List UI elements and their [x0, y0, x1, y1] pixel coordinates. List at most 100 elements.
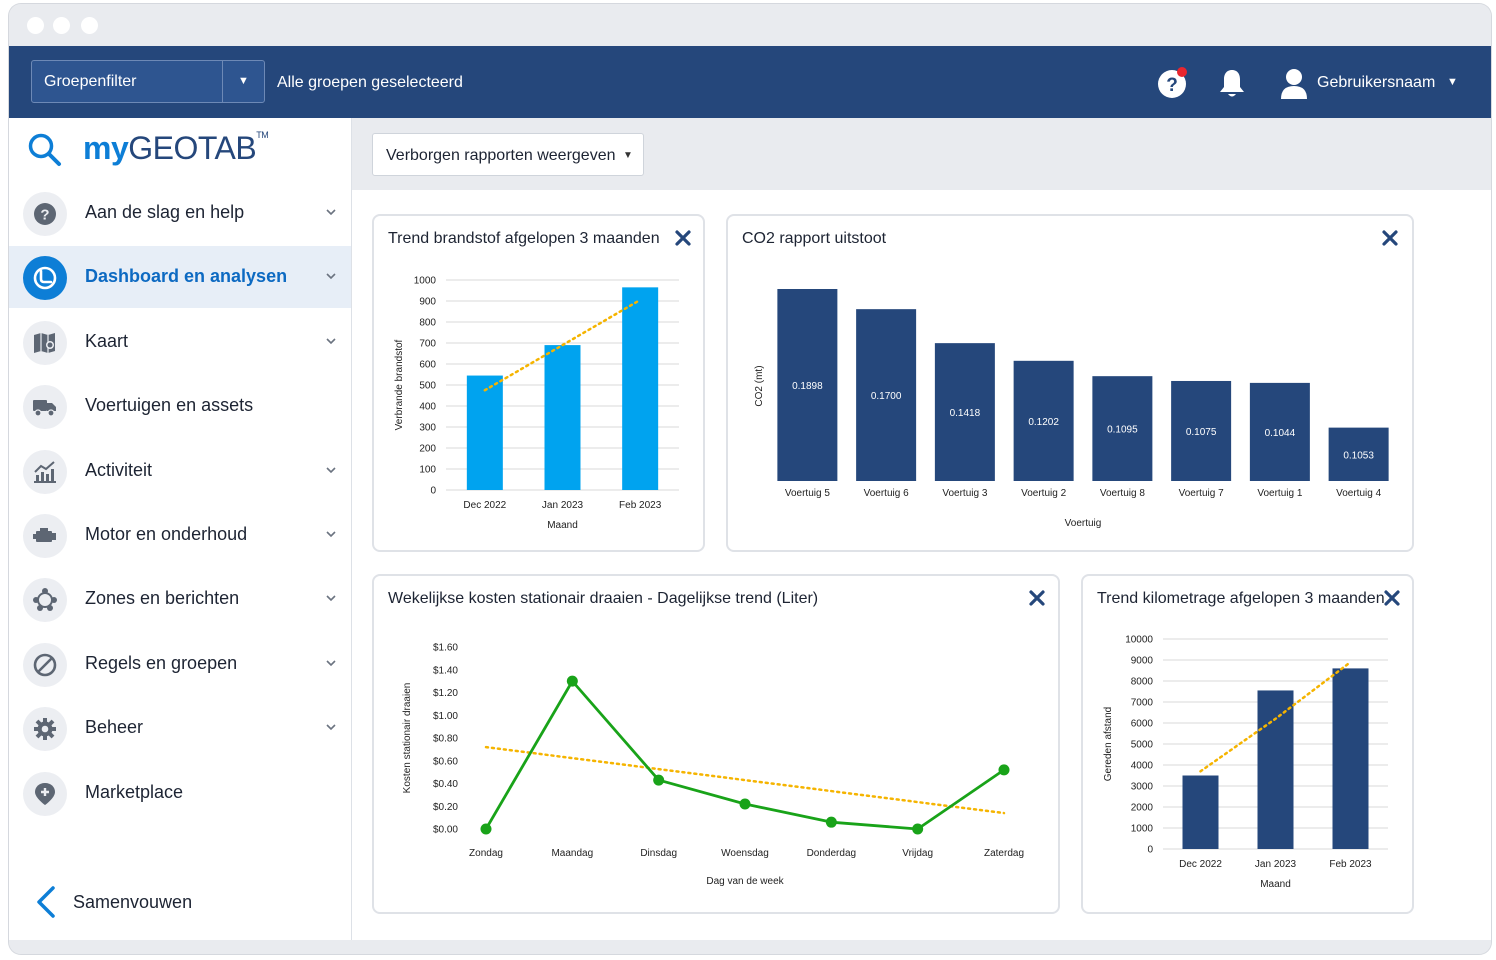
- group-filter-dropdown[interactable]: Groepenfilter ▼: [31, 60, 265, 103]
- window-dot-maximize[interactable]: [81, 17, 98, 34]
- y-axis-label: Kosten stationair draaien: [402, 683, 413, 794]
- mileage-bar-chart: 0 1000 2000 3000 4000 5000 6000 7000 8000 9000 100…: [1103, 635, 1388, 890]
- chevron-down-icon[interactable]: [325, 206, 337, 218]
- sidebar-item-motor-en-onderhoud[interactable]: Motor en onderhoud: [9, 504, 351, 566]
- sidebar-item-regels-en-groepen[interactable]: Regels en groepen: [9, 633, 351, 695]
- bar: [1249, 382, 1310, 481]
- collapse-label: Samenvouwen: [73, 892, 193, 912]
- close-icon[interactable]: [1028, 589, 1046, 607]
- sidebar-item-label: Kaart: [85, 330, 129, 351]
- y-tick-label: $0.40: [433, 779, 458, 790]
- mygeotab-logo[interactable]: myGEOTABTM: [83, 130, 269, 167]
- sidebar-item-voertuigen-en-assets[interactable]: Voertuigen en assets: [9, 375, 351, 437]
- sidebar-item-label: Activiteit: [85, 459, 153, 480]
- sidebar-item-label: Regels en groepen: [85, 652, 238, 673]
- dashboard-main: Verborgen rapporten weergeven ▼ Trend br…: [352, 118, 1491, 940]
- window-dot-minimize[interactable]: [53, 17, 70, 34]
- y-tick-label: 4000: [1131, 761, 1154, 772]
- x-tick-label: Voertuig 2: [1021, 488, 1066, 499]
- x-tick-label: Voertuig 5: [785, 488, 830, 499]
- sidebar-item-beheer[interactable]: Beheer: [9, 697, 351, 759]
- search-icon[interactable]: [27, 132, 63, 168]
- bar: [856, 309, 917, 481]
- chevron-down-icon[interactable]: [325, 657, 337, 669]
- chevron-down-icon[interactable]: [325, 464, 337, 476]
- y-tick-label: 200: [419, 444, 436, 455]
- help-icon[interactable]: ?: [1157, 67, 1189, 99]
- x-tick-label: Vrijdag: [902, 848, 933, 859]
- sidebar-item-label: Voertuigen en assets: [85, 395, 254, 416]
- close-icon[interactable]: [1381, 229, 1399, 247]
- user-avatar-icon[interactable]: [1279, 67, 1309, 99]
- x-tick-label: Voertuig 8: [1100, 488, 1145, 499]
- caret-down-icon: ▼: [623, 150, 633, 161]
- y-tick-label: 0: [430, 486, 436, 497]
- y-tick-label: 7000: [1131, 698, 1154, 709]
- y-tick-label: $0.00: [433, 825, 458, 836]
- close-icon[interactable]: [674, 229, 692, 247]
- x-tick-label: Zondag: [469, 848, 503, 859]
- y-tick-label: 10000: [1125, 635, 1153, 646]
- caret-down-icon[interactable]: ▼: [238, 75, 249, 87]
- y-tick-label: 0: [1147, 845, 1153, 856]
- user-menu-caret-icon[interactable]: ▼: [1447, 76, 1458, 88]
- y-tick-label: $0.60: [433, 756, 458, 767]
- dashboard-toolbar: Verborgen rapporten weergeven ▼: [352, 118, 1491, 190]
- sidebar-item-marketplace[interactable]: Marketplace: [9, 762, 351, 824]
- chevron-down-icon[interactable]: [325, 270, 337, 282]
- chevron-down-icon[interactable]: [325, 528, 337, 540]
- y-tick-label: 6000: [1131, 719, 1154, 730]
- chevron-down-icon[interactable]: [325, 335, 337, 347]
- bell-icon[interactable]: [1217, 67, 1247, 99]
- window-dot-close[interactable]: [27, 17, 44, 34]
- data-point: [566, 675, 578, 687]
- data-label: 0.1075: [1186, 427, 1217, 438]
- y-axis-label: Gereden afstand: [1103, 707, 1114, 782]
- y-tick-label: 1000: [1131, 824, 1154, 835]
- sidebar-item-label: Marketplace: [85, 781, 184, 802]
- sidebar-item-activiteit[interactable]: Activiteit: [9, 440, 351, 502]
- data-label: 0.1418: [950, 408, 981, 419]
- y-tick-label: $0.80: [433, 734, 458, 745]
- sidebar-item-zones-en-berichten[interactable]: Zones en berichten: [9, 568, 351, 630]
- close-icon[interactable]: [1383, 589, 1401, 607]
- data-point: [998, 764, 1010, 776]
- group-filter-label: Groepenfilter: [44, 73, 137, 90]
- marketplace-pin-icon: [23, 771, 67, 816]
- sidebar-item-dashboard-en-analysen[interactable]: Dashboard en analysen: [9, 246, 351, 309]
- x-tick-label: Voertuig 7: [1179, 488, 1224, 499]
- x-tick-label: Feb 2023: [1329, 859, 1372, 870]
- x-tick-label: Maandag: [551, 848, 593, 859]
- y-tick-label: 3000: [1131, 782, 1154, 793]
- x-tick-label: Voertuig 4: [1336, 488, 1381, 499]
- y-tick-label: $1.60: [433, 643, 458, 654]
- bar: [1257, 690, 1294, 849]
- chevron-down-icon[interactable]: [325, 592, 337, 604]
- x-tick-label: Dec 2022: [463, 500, 506, 511]
- sidebar-item-label: Dashboard en analysen: [85, 266, 288, 287]
- username-label[interactable]: Gebruikersnaam: [1317, 74, 1436, 91]
- x-tick-label: Jan 2023: [1255, 859, 1297, 870]
- card-title: Trend brandstof afgelopen 3 maanden: [388, 230, 660, 247]
- data-label: 0.1700: [871, 391, 902, 402]
- mileage-trend-card: Trend kilometrage afgelopen 3 maanden 0 1…: [1081, 574, 1414, 914]
- x-axis-label: Maand: [1260, 879, 1291, 890]
- bar: [934, 343, 995, 481]
- sidebar-item-aan-de-slag-en-help[interactable]: ? Aan de slag en help: [9, 182, 351, 244]
- bar: [1328, 427, 1389, 481]
- y-axis-label: CO2 (mt): [754, 365, 765, 406]
- y-tick-label: $0.20: [433, 802, 458, 813]
- sidebar-item-kaart[interactable]: Kaart: [9, 311, 351, 373]
- svg-text:?: ?: [40, 207, 49, 224]
- y-tick-label: 8000: [1131, 677, 1154, 688]
- y-tick-label: 500: [419, 381, 436, 392]
- trend-line: [483, 298, 642, 392]
- card-title: Trend kilometrage afgelopen 3 maanden: [1097, 590, 1385, 607]
- idle-line-chart: $0.00 $0.20 $0.40 $0.60 $0.80 $1.00 $1.20 $1.40…: [402, 643, 1024, 888]
- show-hidden-reports-dropdown[interactable]: Verborgen rapporten weergeven ▼: [372, 133, 644, 176]
- chevron-down-icon[interactable]: [325, 721, 337, 733]
- collapse-sidebar-button[interactable]: Samenvouwen: [31, 880, 311, 924]
- data-label: 0.1095: [1107, 425, 1138, 436]
- y-tick-label: 300: [419, 423, 436, 434]
- sidebar-item-label: Zones en berichten: [85, 588, 240, 609]
